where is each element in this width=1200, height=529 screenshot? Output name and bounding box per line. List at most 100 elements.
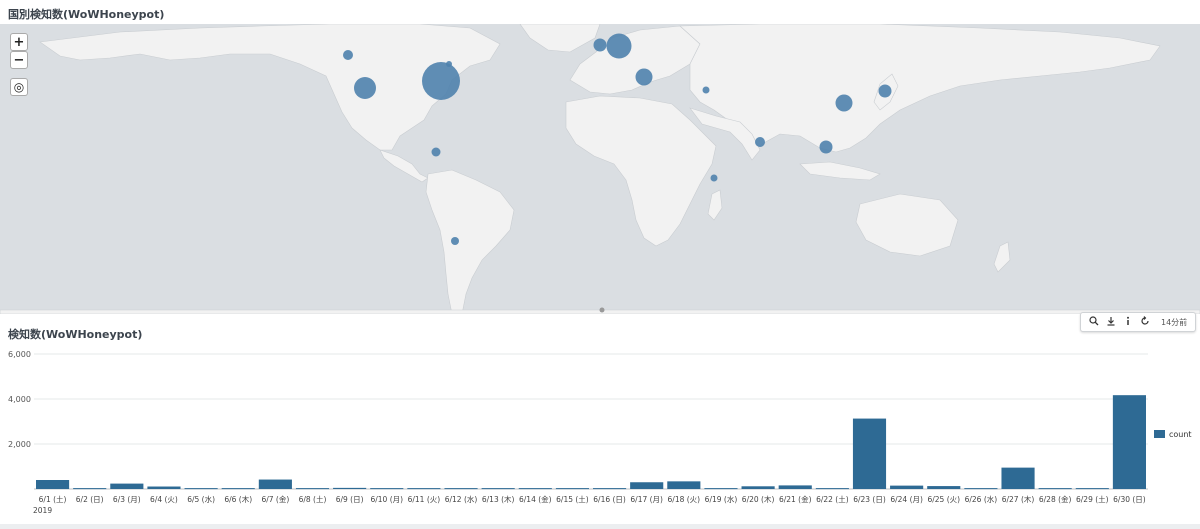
africa <box>565 95 717 247</box>
map-panel-title: 国別検知数(WoWHoneypot) <box>8 8 165 21</box>
bubble-canada-east[interactable] <box>446 61 452 67</box>
bar-count-9[interactable] <box>333 487 367 489</box>
bar-count-30[interactable] <box>1112 395 1146 489</box>
bar-count-11[interactable] <box>407 488 441 490</box>
bar-count-19[interactable] <box>704 488 738 490</box>
country-bubbles <box>343 33 892 245</box>
bar-count-12[interactable] <box>444 488 478 490</box>
bar-count-26[interactable] <box>964 488 998 490</box>
info-icon[interactable] <box>1119 316 1136 329</box>
x-tick-label: 6/27 (木) <box>1002 494 1035 504</box>
bar-count-23[interactable] <box>852 418 887 489</box>
x-tick-label: 6/13 (木) <box>482 494 515 504</box>
north-america <box>39 24 501 151</box>
bubble-canada-west[interactable] <box>343 50 353 60</box>
x-tick-label: 6/20 (木) <box>742 494 775 504</box>
bubble-colombia[interactable] <box>431 147 441 157</box>
x-tick-year: 2019 <box>33 506 52 515</box>
bubble-chile[interactable] <box>451 237 459 245</box>
bubble-vietnam[interactable] <box>819 140 833 154</box>
land-masses <box>0 24 1200 314</box>
x-tick-label: 6/26 (水) <box>965 494 998 504</box>
y-tick-label: 6,000 <box>8 350 31 359</box>
bar-count-24[interactable] <box>890 485 924 489</box>
x-tick-label: 6/17 (月) <box>630 495 663 504</box>
x-tick-label: 6/15 (土) <box>556 494 589 504</box>
bar-count-27[interactable] <box>1001 467 1035 489</box>
australia <box>855 193 959 257</box>
y-tick-label: 4,000 <box>8 395 31 404</box>
x-tick-label: 6/7 (金) <box>261 494 289 504</box>
bubble-japan[interactable] <box>878 84 892 98</box>
x-tick-label: 6/30 (日) <box>1113 495 1146 504</box>
x-tick-label: 6/21 (金) <box>779 494 812 504</box>
bubble-seychelles[interactable] <box>710 174 718 182</box>
map-resize-dot[interactable] <box>599 307 605 313</box>
bar-count-28[interactable] <box>1038 488 1072 490</box>
x-tick-label: 6/22 (土) <box>816 494 849 504</box>
bubble-us-west[interactable] <box>354 77 376 99</box>
bar-count-10[interactable] <box>370 488 404 490</box>
bar-count-1[interactable] <box>36 480 70 489</box>
bar-count-8[interactable] <box>295 488 330 490</box>
bubble-usa[interactable] <box>422 62 460 100</box>
bar-count-20[interactable] <box>741 486 775 489</box>
bar-count-2[interactable] <box>73 488 107 490</box>
bubble-bulgaria[interactable] <box>635 68 653 86</box>
greenland <box>519 24 601 53</box>
zoom-out-button[interactable]: − <box>10 51 28 69</box>
bar-count-4[interactable] <box>147 486 181 489</box>
bar-count-13[interactable] <box>481 488 515 490</box>
new-zealand <box>993 241 1011 273</box>
refresh-icon[interactable] <box>1136 315 1153 329</box>
x-tick-label: 6/11 (火) <box>408 495 441 504</box>
bar-count-17[interactable] <box>630 482 664 489</box>
bar-chart: 6,000 4,000 2,000 6/1 (土) 6/2 (日) 6/3 (月) 6/4 … <box>8 350 1192 515</box>
chart-panel: 検知数(WoWHoneypot) 6,000 4,000 2,000 6/1 (土) 6… <box>0 318 1200 529</box>
bubble-china[interactable] <box>835 94 853 112</box>
antarctica <box>0 309 1200 314</box>
x-tick-label: 6/3 (月) <box>113 495 141 504</box>
bar-count-14[interactable] <box>518 488 552 490</box>
download-icon[interactable] <box>1102 316 1119 329</box>
y-tick-label: 2,000 <box>8 440 31 449</box>
x-tick-label: 6/18 (火) <box>668 495 701 504</box>
bar-count-15[interactable] <box>555 488 589 490</box>
last-updated-time: 14分前 <box>1161 317 1188 327</box>
bar-count-7[interactable] <box>258 479 292 489</box>
x-tick-label: 6/8 (土) <box>299 494 327 504</box>
x-tick-label: 6/19 (水) <box>705 494 738 504</box>
search-icon[interactable] <box>1085 315 1102 329</box>
bar-count-21[interactable] <box>778 485 812 489</box>
x-tick-label: 6/5 (水) <box>187 494 215 504</box>
legend-label[interactable]: count <box>1169 430 1192 439</box>
x-tick-label: 6/12 (水) <box>445 494 478 504</box>
world-map[interactable] <box>0 24 1200 314</box>
x-tick-label: 6/1 (土) <box>39 494 67 504</box>
bubble-germany[interactable] <box>606 33 632 59</box>
x-tick-label: 6/23 (日) <box>853 495 886 504</box>
bar-count-22[interactable] <box>815 488 849 490</box>
bar-count-25[interactable] <box>927 486 961 489</box>
bar-count-29[interactable] <box>1075 488 1109 490</box>
zoom-in-button[interactable]: + <box>10 33 28 51</box>
panel-toolbar: 14分前 <box>1080 312 1196 332</box>
bar-count-6[interactable] <box>221 488 255 490</box>
bubble-netherlands[interactable] <box>593 38 607 52</box>
arabia-india <box>689 107 761 161</box>
bar-count-16[interactable] <box>593 488 627 490</box>
asia <box>679 24 1161 153</box>
bar-count-18[interactable] <box>667 481 701 489</box>
bar-count-3[interactable] <box>110 483 144 489</box>
chart-panel-title: 検知数(WoWHoneypot) <box>8 328 143 341</box>
x-tick-label: 6/14 (金) <box>519 494 552 504</box>
bar-count-5[interactable] <box>184 488 218 490</box>
x-tick-label: 6/4 (火) <box>150 495 178 504</box>
locate-button[interactable]: ◎ <box>10 78 28 96</box>
x-tick-label: 6/25 (火) <box>927 495 960 504</box>
bubble-iran[interactable] <box>702 86 710 94</box>
south-america <box>425 169 515 314</box>
x-tick-label: 6/9 (日) <box>336 495 364 504</box>
bubble-india[interactable] <box>755 137 765 147</box>
x-tick-label: 6/6 (木) <box>224 494 252 504</box>
